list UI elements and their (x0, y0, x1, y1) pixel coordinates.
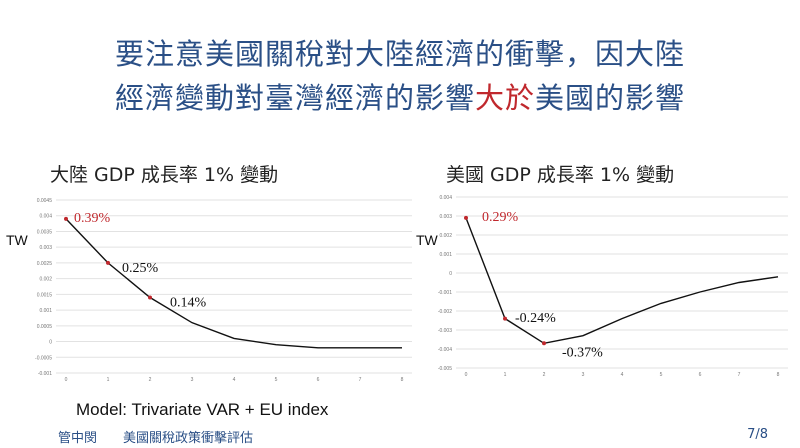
data-point-marker (542, 341, 546, 346)
y-tick-label: -0.003 (438, 328, 452, 334)
x-tick-label: 6 (317, 377, 320, 383)
x-tick-label: 2 (149, 377, 152, 383)
x-tick-label: 0 (65, 377, 68, 383)
data-point-marker (64, 216, 68, 221)
x-tick-label: 1 (107, 377, 110, 383)
y-tick-label: 0.002 (39, 277, 52, 283)
y-tick-label: 0.0005 (37, 324, 53, 330)
data-point-marker (106, 260, 110, 265)
data-point-marker (464, 215, 468, 220)
data-label: -0.37% (562, 346, 603, 361)
y-tick-label: 0.002 (439, 233, 452, 239)
data-point-marker (503, 316, 507, 321)
chart-china-gdp-shock: -0.001 -0.0005 0 0.0005 0.001 0.0015 0.002 0.00… (35, 198, 412, 383)
x-tick-label: 4 (621, 372, 624, 378)
y-tick-label: 0.001 (439, 252, 452, 258)
slide-title-line-2: 經濟變動對臺灣經濟的影響大於美國的影響 (0, 76, 800, 120)
y-axis-label-us: TW (416, 232, 438, 248)
y-tick-label: 0.003 (39, 245, 52, 251)
y-tick-label: -0.004 (438, 347, 452, 353)
slide-title-line-2-start: 經濟變動對臺灣經濟的影響 (114, 81, 475, 115)
x-tick-label: 4 (233, 377, 236, 383)
series-line (465, 217, 779, 345)
page-number: 7/8 (747, 427, 768, 442)
chart-title-china: 大陸 GDP 成長率 1% 變動 (50, 164, 279, 186)
series-line (65, 218, 402, 349)
x-tick-label: 8 (777, 372, 780, 378)
slide-title-line-2-end: 美國的影響 (535, 81, 686, 115)
x-tick-label: 3 (582, 372, 585, 378)
y-tick-label: 0.0035 (37, 229, 53, 235)
y-tick-label: -0.001 (38, 371, 52, 377)
y-tick-label: 0 (49, 340, 52, 346)
x-tick-label: 1 (504, 372, 507, 378)
y-tick-label: 0.004 (39, 214, 52, 220)
y-tick-label: 0.0015 (37, 292, 53, 298)
data-label: 0.39% (74, 211, 111, 226)
y-tick-label: 0.0045 (37, 198, 53, 204)
x-tick-label: 5 (275, 377, 278, 383)
y-tick-label: 0 (449, 271, 452, 277)
footer-subject: 美國關稅政策衝擊評估 (123, 431, 254, 446)
y-tick-label: 0.0025 (37, 261, 53, 267)
slide-title: 要注意美國關稅對大陸經濟的衝擊，因大陸 經濟變動對臺灣經濟的影響大於美國的影響 (0, 32, 800, 120)
footer: 管中閔 美國關稅政策衝擊評估 7/8 (0, 424, 800, 448)
model-note: Model: Trivariate VAR + EU index (76, 400, 329, 419)
chart-us-gdp-shock: -0.005 -0.004 -0.003 -0.002 -0.001 0 0.001 0.00… (438, 195, 788, 378)
x-tick-label: 8 (401, 377, 404, 383)
y-tick-label: 0.003 (439, 214, 452, 220)
x-tick-label: 0 (465, 372, 468, 378)
data-label: 0.14% (170, 296, 207, 311)
x-tick-label: 5 (660, 372, 663, 378)
y-tick-label: -0.0005 (35, 355, 52, 361)
footer-author: 管中閔 (58, 431, 98, 446)
y-tick-label: 0.001 (39, 308, 52, 314)
y-tick-label: -0.002 (438, 309, 452, 315)
x-tick-label: 7 (359, 377, 362, 383)
x-tick-label: 2 (543, 372, 546, 378)
y-tick-label: -0.005 (438, 366, 452, 372)
chart-title-us: 美國 GDP 成長率 1% 變動 (446, 164, 675, 186)
data-label: 0.29% (482, 210, 519, 225)
data-label: 0.25% (122, 261, 159, 276)
x-tick-label: 6 (699, 372, 702, 378)
y-tick-label: 0.004 (439, 195, 452, 201)
y-tick-label: -0.001 (438, 290, 452, 296)
x-tick-label: 7 (738, 372, 741, 378)
data-label: -0.24% (515, 311, 556, 326)
data-point-marker (148, 295, 152, 300)
y-axis-label-china: TW (6, 232, 28, 248)
x-tick-label: 3 (191, 377, 194, 383)
slide-title-line-1: 要注意美國關稅對大陸經濟的衝擊，因大陸 (114, 37, 685, 71)
slide-title-highlight: 大於 (474, 81, 535, 115)
